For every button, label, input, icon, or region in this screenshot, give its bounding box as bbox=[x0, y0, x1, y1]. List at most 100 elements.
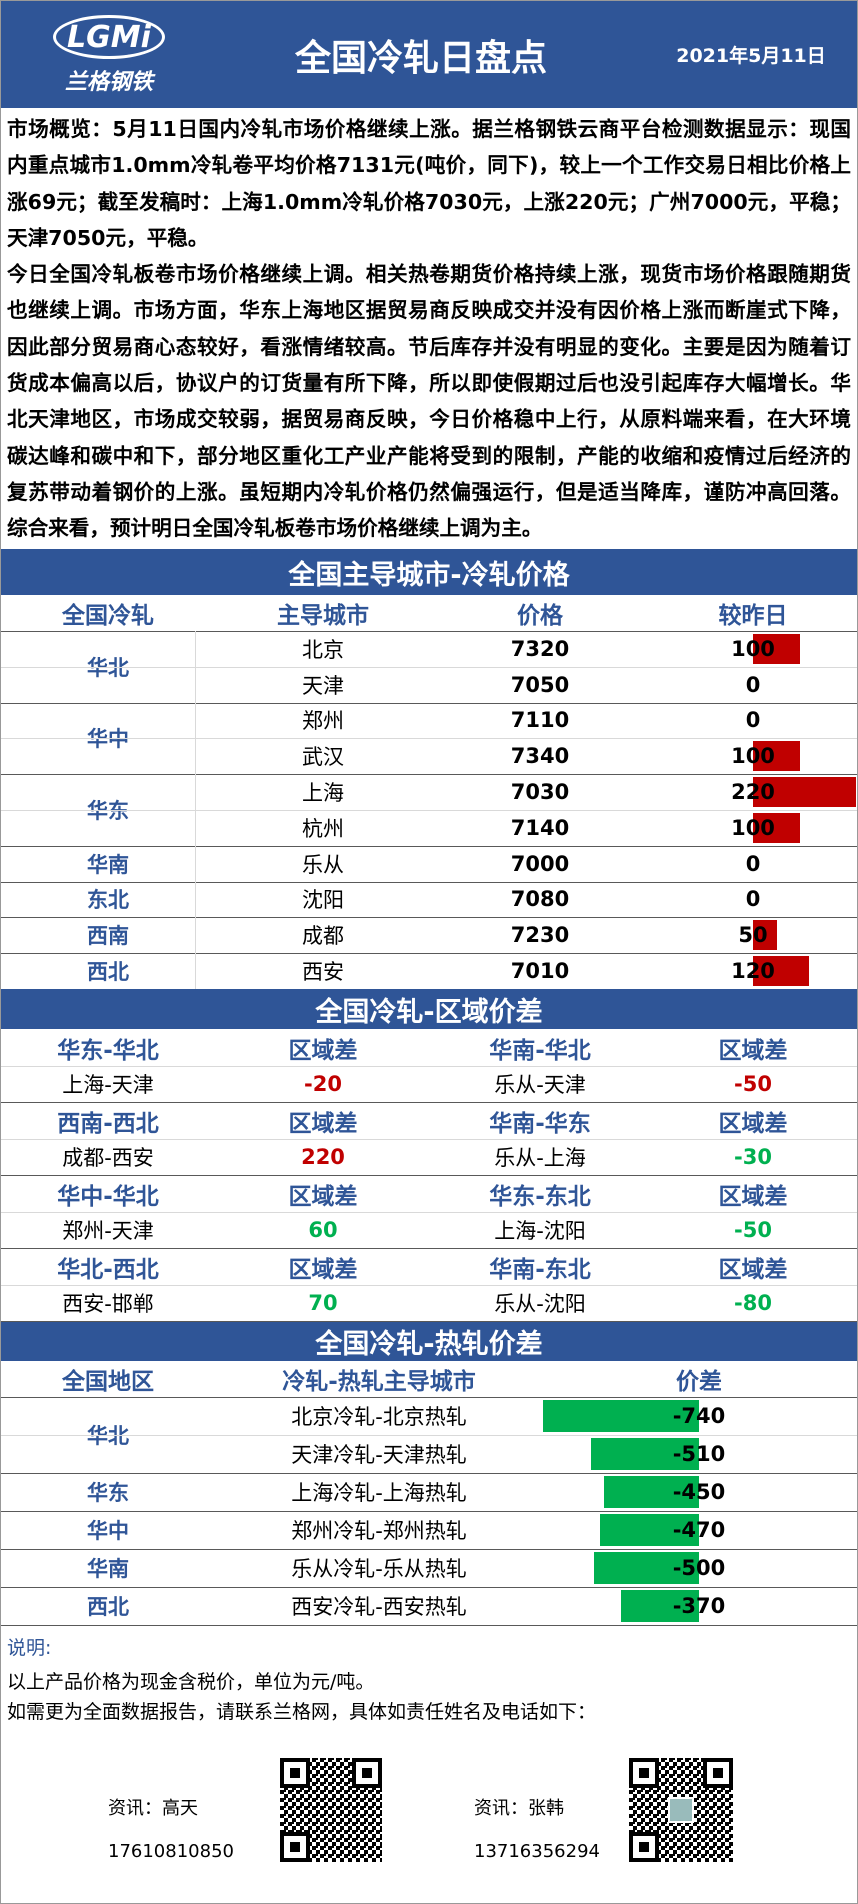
spread-value: -450 bbox=[672, 1480, 726, 1504]
note: 如需更为全面数据报告，请联系兰格网，具体如责任姓名及电话如下： bbox=[7, 1701, 597, 1723]
region: 华中 bbox=[87, 1519, 129, 1543]
diff-header: 区域差 bbox=[718, 1256, 788, 1283]
column-header: 价格 bbox=[517, 603, 563, 629]
contact-phone: 13716356294 bbox=[474, 1841, 600, 1862]
price: 7110 bbox=[510, 708, 570, 733]
diff-value: 220 bbox=[301, 1145, 345, 1169]
city: 郑州 bbox=[302, 709, 344, 734]
section-title: 全国主导城市-冷轧价格 bbox=[1, 549, 857, 595]
change-bar bbox=[753, 741, 800, 772]
cities: 天津冷轧-天津热轧 bbox=[291, 1443, 467, 1467]
diff-header: 区域差 bbox=[288, 1037, 358, 1064]
logo-subtext: 兰格钢铁 bbox=[64, 70, 153, 95]
price: 7320 bbox=[510, 636, 570, 661]
pair-header: 华北-西北 bbox=[57, 1256, 159, 1283]
pair: 郑州-天津 bbox=[62, 1219, 154, 1243]
spread-bar bbox=[604, 1476, 699, 1508]
row-line bbox=[1, 881, 857, 883]
change-bar bbox=[753, 634, 800, 664]
city: 沈阳 bbox=[302, 888, 344, 913]
price: 7010 bbox=[510, 959, 570, 984]
column-header: 价差 bbox=[676, 1369, 722, 1395]
row-line bbox=[1, 1175, 857, 1176]
logo: LGMi bbox=[53, 15, 165, 59]
row-line bbox=[1, 1587, 857, 1588]
city: 杭州 bbox=[302, 816, 344, 841]
change-bar bbox=[753, 813, 800, 843]
price: 7140 bbox=[510, 815, 570, 840]
column-header: 全国地区 bbox=[62, 1369, 154, 1395]
diff-value: -20 bbox=[304, 1072, 342, 1096]
diff-header: 区域差 bbox=[718, 1037, 788, 1064]
row-line bbox=[1, 1139, 857, 1140]
pair-header: 华东-华北 bbox=[57, 1037, 159, 1064]
cities: 北京冷轧-北京热轧 bbox=[291, 1405, 467, 1429]
column-line bbox=[195, 631, 196, 989]
region: 西北 bbox=[87, 1595, 129, 1619]
change-bar bbox=[753, 777, 857, 807]
change: 100 bbox=[731, 815, 775, 840]
section-title: 全国冷轧-热轧价差 bbox=[1, 1322, 857, 1361]
row-line bbox=[1, 845, 857, 847]
change-bar bbox=[753, 920, 777, 951]
region: 华东 bbox=[87, 1481, 129, 1505]
row-line bbox=[1, 702, 857, 704]
spread-value: -500 bbox=[672, 1556, 726, 1580]
header: LGMi 兰格钢铁 全国冷轧日盘点 2021年5月11日 bbox=[1, 1, 857, 108]
column-header: 冷轧-热轧主导城市 bbox=[282, 1369, 476, 1395]
change: 100 bbox=[731, 744, 775, 769]
change: 50 bbox=[738, 923, 768, 948]
row-line bbox=[1, 1285, 857, 1286]
change: 0 bbox=[745, 708, 761, 733]
spread-bar bbox=[542, 1400, 699, 1432]
pair-header: 华东-东北 bbox=[489, 1183, 591, 1210]
row-line bbox=[1, 953, 857, 955]
diff-value: 60 bbox=[308, 1218, 338, 1242]
paragraph: 市场概览：5月11日国内冷轧市场价格继续上涨。据兰格钢铁云商平台检测数据显示：现… bbox=[7, 117, 851, 250]
change: 0 bbox=[745, 851, 761, 876]
pair-header: 华中-华北 bbox=[57, 1183, 159, 1210]
region: 华南 bbox=[87, 852, 129, 877]
price: 7230 bbox=[510, 923, 570, 948]
row-line bbox=[1, 1212, 857, 1213]
date: 2021年5月11日 bbox=[676, 45, 826, 67]
price: 7030 bbox=[510, 780, 570, 805]
spread-bar bbox=[593, 1552, 699, 1584]
price: 7050 bbox=[510, 672, 570, 697]
city: 武汉 bbox=[302, 745, 344, 770]
city: 乐从 bbox=[302, 852, 344, 877]
pair: 乐从-沈阳 bbox=[494, 1292, 586, 1316]
cities: 郑州冷轧-郑州热轧 bbox=[291, 1519, 467, 1543]
change: 220 bbox=[731, 780, 775, 805]
spread-bar bbox=[599, 1514, 699, 1546]
region: 华北 bbox=[87, 655, 129, 680]
row-line bbox=[1, 738, 857, 740]
row-line bbox=[1, 1473, 857, 1474]
pair-header: 华南-东北 bbox=[489, 1256, 591, 1283]
city: 北京 bbox=[302, 637, 344, 662]
city: 上海 bbox=[302, 781, 344, 806]
region: 华南 bbox=[87, 1557, 129, 1581]
row-line bbox=[1, 631, 857, 632]
note: 以上产品价格为现金含税价，单位为元/吨。 bbox=[7, 1671, 375, 1693]
row-line bbox=[1, 666, 857, 668]
city: 成都 bbox=[302, 924, 344, 949]
change: 0 bbox=[745, 887, 761, 912]
row-line bbox=[1, 1066, 857, 1067]
price: 7000 bbox=[510, 851, 570, 876]
contact-name: 资讯：张韩 bbox=[474, 1798, 564, 1819]
pair: 上海-天津 bbox=[62, 1073, 154, 1097]
diff-value: 70 bbox=[308, 1291, 338, 1315]
column-header: 较昨日 bbox=[718, 603, 788, 629]
spread-value: -740 bbox=[672, 1404, 726, 1428]
pair: 乐从-天津 bbox=[494, 1073, 586, 1097]
region: 西北 bbox=[87, 960, 129, 985]
qr-code bbox=[280, 1758, 382, 1862]
cities: 乐从冷轧-乐从热轧 bbox=[291, 1557, 467, 1581]
column-header: 主导城市 bbox=[277, 603, 369, 629]
pair: 上海-沈阳 bbox=[494, 1219, 586, 1243]
contact-phone: 17610810850 bbox=[108, 1841, 234, 1862]
change: 0 bbox=[745, 672, 761, 697]
overview: 市场概览：5月11日国内冷轧市场价格继续上涨。据兰格钢铁云商平台检测数据显示：现… bbox=[7, 111, 851, 547]
row-line bbox=[1, 1435, 857, 1436]
